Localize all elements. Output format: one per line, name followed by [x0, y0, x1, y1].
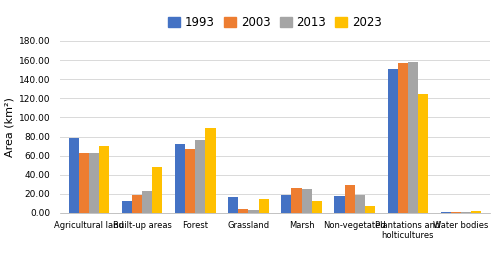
Bar — [450, 212, 461, 213]
Bar — [461, 212, 471, 213]
Bar — [302, 189, 312, 213]
Bar — [418, 94, 428, 213]
Bar — [440, 212, 450, 213]
Bar — [408, 63, 418, 213]
Bar — [196, 140, 205, 213]
Bar — [344, 185, 354, 213]
Bar — [122, 201, 132, 213]
Bar — [292, 188, 302, 213]
Bar — [312, 201, 322, 213]
Bar — [132, 195, 142, 213]
Legend: 1993, 2003, 2013, 2023: 1993, 2003, 2013, 2023 — [168, 16, 382, 29]
Bar — [248, 210, 258, 213]
Bar — [258, 199, 268, 213]
Bar — [364, 206, 375, 213]
Bar — [100, 146, 110, 213]
Bar — [206, 128, 216, 213]
Bar — [228, 197, 238, 213]
Bar — [69, 138, 79, 213]
Bar — [89, 153, 100, 213]
Bar — [186, 149, 196, 213]
Bar — [238, 209, 248, 213]
Bar — [334, 196, 344, 213]
Bar — [282, 195, 292, 213]
Bar — [354, 195, 364, 213]
Bar — [142, 191, 152, 213]
Bar — [398, 63, 407, 213]
Bar — [388, 69, 398, 213]
Bar — [471, 211, 481, 213]
Bar — [79, 153, 89, 213]
Y-axis label: Area (km²): Area (km²) — [4, 97, 15, 157]
Bar — [175, 144, 186, 213]
Bar — [152, 167, 162, 213]
